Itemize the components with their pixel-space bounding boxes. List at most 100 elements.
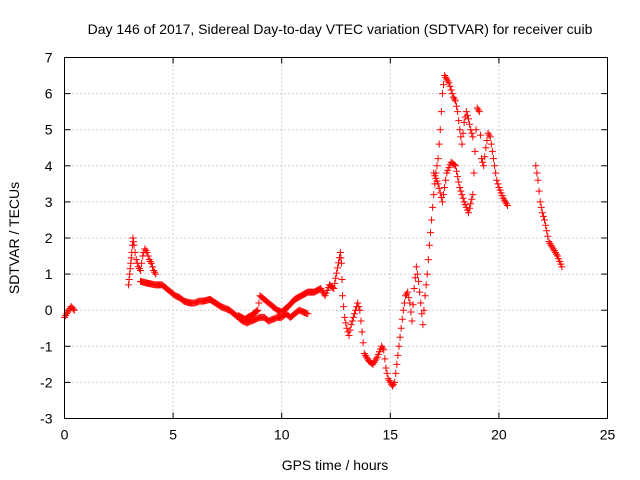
data-point xyxy=(146,257,154,265)
data-point xyxy=(537,203,545,211)
data-point xyxy=(370,359,378,367)
data-point xyxy=(132,256,140,264)
data-point xyxy=(317,285,325,293)
data-point xyxy=(398,315,406,323)
data-point xyxy=(456,183,464,191)
data-point xyxy=(330,285,338,293)
data-point xyxy=(504,202,512,210)
data-point xyxy=(430,191,438,199)
data-point xyxy=(408,317,416,325)
data-point xyxy=(342,319,350,327)
data-point xyxy=(464,209,472,217)
data-point xyxy=(499,194,507,202)
data-point xyxy=(458,140,466,148)
data-point xyxy=(442,176,450,184)
y-tick-label: -1 xyxy=(40,338,53,354)
data-point xyxy=(532,162,540,170)
data-point xyxy=(440,191,448,199)
data-point xyxy=(438,90,446,98)
data-point xyxy=(440,81,448,89)
data-point xyxy=(425,241,433,249)
data-point xyxy=(450,161,458,169)
data-point xyxy=(379,344,387,352)
data-point xyxy=(395,342,403,350)
data-point xyxy=(491,162,499,170)
data-point xyxy=(145,256,153,264)
data-point xyxy=(372,355,380,363)
data-point xyxy=(413,270,421,278)
data-point xyxy=(550,247,558,255)
data-point xyxy=(362,353,370,361)
data-point xyxy=(486,133,494,141)
data-point xyxy=(390,380,398,388)
data-point xyxy=(444,77,452,85)
data-point xyxy=(388,382,396,390)
y-tick-label: 4 xyxy=(45,158,53,174)
data-point xyxy=(466,120,474,128)
data-point xyxy=(350,310,358,318)
data-point xyxy=(129,234,137,242)
data-point xyxy=(459,194,467,202)
data-point xyxy=(455,178,463,186)
data-point xyxy=(460,118,468,126)
data-point xyxy=(552,250,560,258)
data-point xyxy=(418,310,426,318)
data-point xyxy=(354,299,362,307)
data-point xyxy=(253,307,261,315)
data-point xyxy=(467,200,475,208)
data-point xyxy=(541,216,549,224)
data-point xyxy=(455,117,463,125)
y-tick-label: -2 xyxy=(40,374,53,390)
data-point xyxy=(464,115,472,123)
data-point xyxy=(438,198,446,206)
x-tick-label: 0 xyxy=(61,427,69,443)
data-point xyxy=(399,306,407,314)
data-point xyxy=(453,102,461,110)
data-point xyxy=(385,377,393,385)
data-point xyxy=(454,173,462,181)
data-point xyxy=(416,288,424,296)
data-point xyxy=(143,248,151,256)
data-point xyxy=(357,317,365,325)
data-point xyxy=(415,277,423,285)
data-point xyxy=(130,241,138,249)
data-point xyxy=(484,129,492,137)
data-point xyxy=(423,270,431,278)
data-point xyxy=(254,306,262,314)
data-point xyxy=(454,108,462,116)
data-point xyxy=(478,155,486,163)
y-tick-label: 5 xyxy=(45,122,53,138)
data-point xyxy=(125,281,133,289)
data-point xyxy=(147,259,155,267)
data-point xyxy=(356,306,364,314)
y-tick-label: 7 xyxy=(45,50,53,66)
x-tick-label: 25 xyxy=(600,427,616,443)
chart-title: Day 146 of 2017, Sidereal Day-to-day VTE… xyxy=(88,21,593,37)
data-point xyxy=(426,229,434,237)
data-point xyxy=(424,256,432,264)
data-point xyxy=(422,281,430,289)
data-point xyxy=(151,268,159,276)
data-point xyxy=(138,259,146,267)
data-point xyxy=(458,191,466,199)
data-point xyxy=(152,270,160,278)
data-point xyxy=(433,162,441,170)
data-point xyxy=(392,369,400,377)
data-point xyxy=(405,294,413,302)
data-point xyxy=(255,299,263,307)
data-point xyxy=(459,129,467,137)
data-point xyxy=(488,147,496,155)
data-point xyxy=(547,241,555,249)
data-point xyxy=(346,326,354,334)
data-point xyxy=(64,308,72,316)
x-tick-label: 20 xyxy=(491,427,507,443)
data-point xyxy=(134,263,142,271)
data-point xyxy=(538,209,546,217)
data-point xyxy=(69,305,77,313)
data-point xyxy=(380,346,388,354)
data-point xyxy=(441,72,449,80)
data-point xyxy=(435,140,443,148)
data-point xyxy=(371,357,379,365)
x-tick-label: 5 xyxy=(169,427,177,443)
data-point xyxy=(360,350,368,358)
